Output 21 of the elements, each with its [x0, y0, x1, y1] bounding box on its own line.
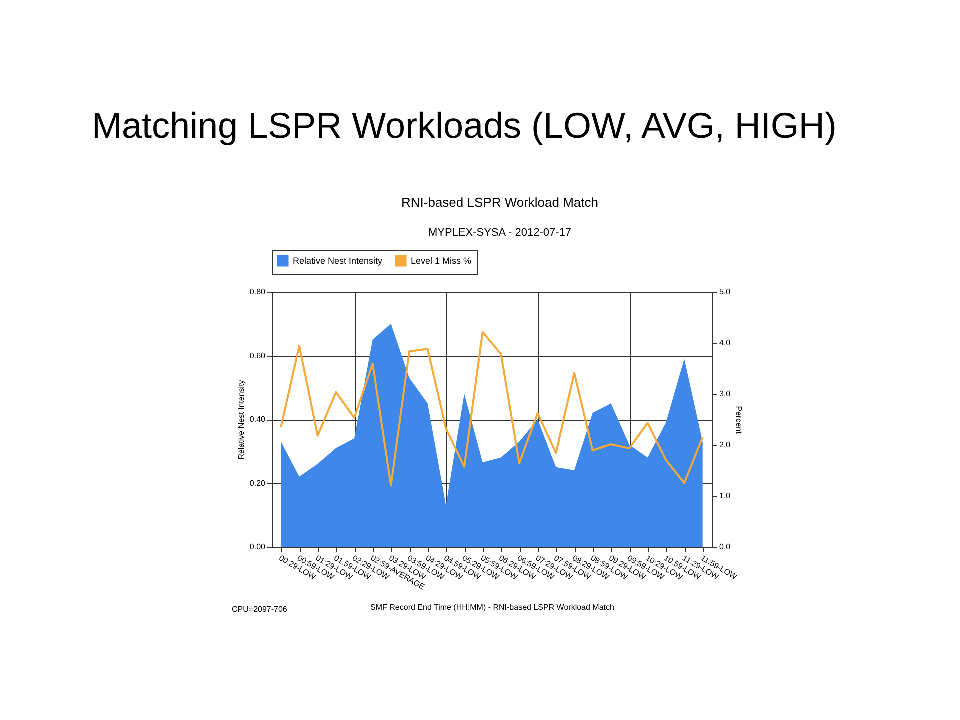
y-tick-label: 0.20 — [250, 478, 266, 488]
text: Matching LSPR Workloads (LOW, AVG, HIGH) — [92, 105, 837, 146]
y-axis-title: Relative Nest Intensity — [236, 380, 246, 460]
y2-tick-label: 3.0 — [720, 390, 732, 398]
y-tick-label: 0.80 — [250, 288, 266, 296]
text: CPU=2097-706 — [232, 605, 288, 614]
y2-tick-label: 1.0 — [720, 492, 732, 500]
legend-label: Relative Nest Intensity — [293, 256, 384, 266]
y2-tick-label: 4.0 — [720, 338, 732, 348]
y2-tick-label: 2.0 — [720, 440, 732, 450]
y2-tick-label: 0.0 — [720, 542, 732, 552]
legend-label: Level 1 Miss % — [411, 256, 472, 266]
chart-subtitle: MYPLEX-SYSA - 2012-07-17 — [428, 227, 572, 239]
y-tick-label: 0.40 — [250, 415, 266, 424]
line-series — [280, 331, 704, 487]
chart-title: RNI-based LSPR Workload Match — [401, 195, 599, 210]
x-axis-title: SMF Record End Time (HH:MM) - RNI-based LSPR Workload Match — [370, 602, 614, 612]
y2-axis-title: Percent — [734, 406, 744, 435]
y2-tick-label: 5.0 — [720, 288, 732, 296]
y-tick-label: 0.00 — [250, 542, 266, 552]
y-tick-label: 0.60 — [250, 351, 266, 360]
